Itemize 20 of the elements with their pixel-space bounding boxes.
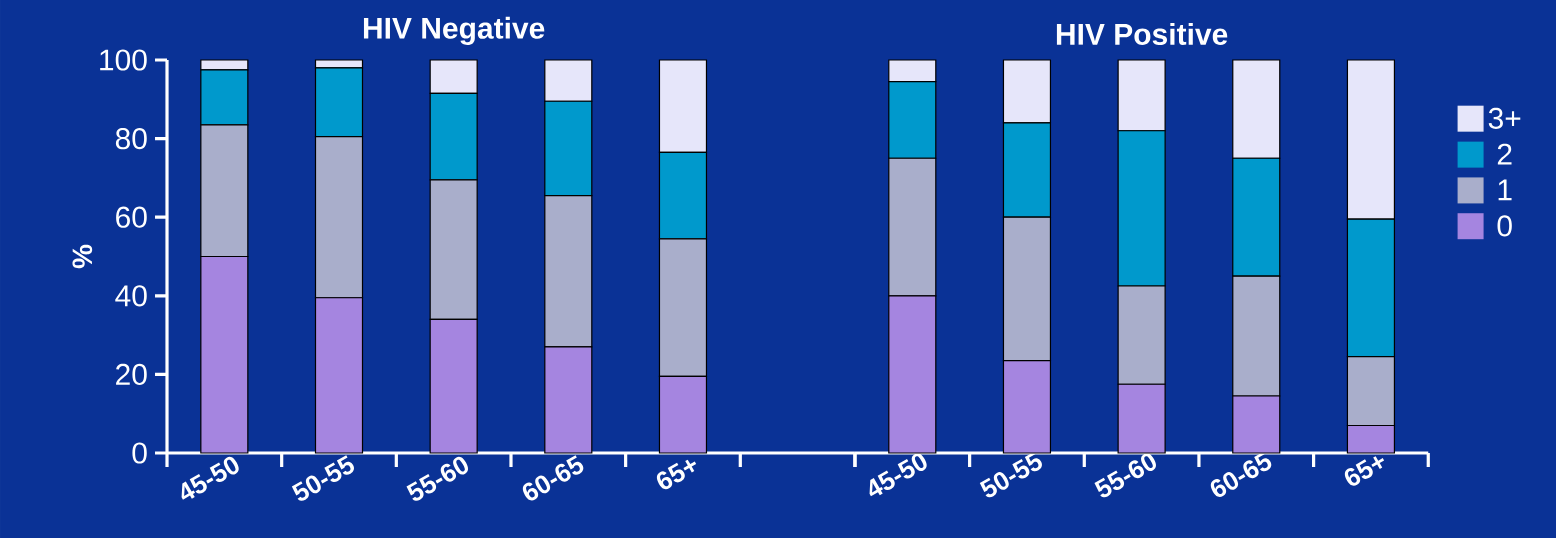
y-tick-label: 20 (116, 363, 147, 386)
chart-title: HIV Negative (363, 16, 545, 45)
y-tick-label: 0 (132, 442, 147, 464)
legend-label: 3+ (1488, 107, 1521, 129)
chart-title: HIV Positive (1056, 22, 1228, 45)
legend-label: 0 (1497, 215, 1512, 237)
y-tick-label: 40 (115, 285, 147, 307)
x-tick-label: 50-55 (979, 451, 1042, 498)
x-tick-label: 45-50 (181, 456, 239, 500)
y-tick-label: 60 (116, 206, 147, 228)
y-tick-label: 80 (115, 127, 147, 150)
y-tick-label: 100 (100, 49, 147, 71)
y-axis-title: % (72, 244, 93, 269)
x-tick-label: 45-50 (869, 453, 927, 497)
x-tick-label: 65+ (656, 459, 697, 490)
x-tick-label: 55-60 (1094, 453, 1156, 498)
x-tick-label: 65+ (1344, 456, 1385, 486)
x-tick-label: 60-65 (1210, 451, 1272, 497)
legend-label: 2 (1497, 143, 1512, 165)
legend-label: 1 (1498, 179, 1512, 201)
